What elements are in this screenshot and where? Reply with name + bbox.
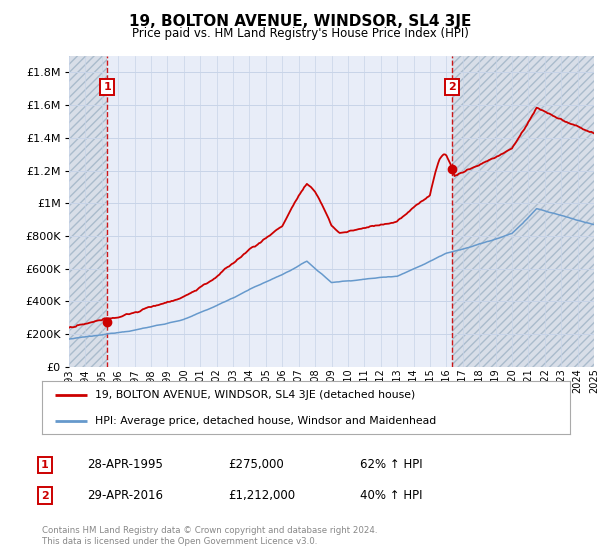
Text: Price paid vs. HM Land Registry's House Price Index (HPI): Price paid vs. HM Land Registry's House …: [131, 27, 469, 40]
Text: 28-APR-1995: 28-APR-1995: [87, 458, 163, 472]
Text: 29-APR-2016: 29-APR-2016: [87, 489, 163, 502]
Text: £275,000: £275,000: [228, 458, 284, 472]
Text: 19, BOLTON AVENUE, WINDSOR, SL4 3JE: 19, BOLTON AVENUE, WINDSOR, SL4 3JE: [129, 14, 471, 29]
Text: 2: 2: [448, 82, 455, 92]
Text: 40% ↑ HPI: 40% ↑ HPI: [360, 489, 422, 502]
Text: £1,212,000: £1,212,000: [228, 489, 295, 502]
Text: Contains HM Land Registry data © Crown copyright and database right 2024.
This d: Contains HM Land Registry data © Crown c…: [42, 526, 377, 546]
Bar: [452, 56, 594, 367]
Text: 2: 2: [41, 491, 49, 501]
Bar: [69, 56, 107, 367]
Text: 62% ↑ HPI: 62% ↑ HPI: [360, 458, 422, 472]
Text: HPI: Average price, detached house, Windsor and Maidenhead: HPI: Average price, detached house, Wind…: [95, 416, 436, 426]
Text: 1: 1: [103, 82, 111, 92]
Text: 19, BOLTON AVENUE, WINDSOR, SL4 3JE (detached house): 19, BOLTON AVENUE, WINDSOR, SL4 3JE (det…: [95, 390, 415, 400]
Text: 1: 1: [41, 460, 49, 470]
